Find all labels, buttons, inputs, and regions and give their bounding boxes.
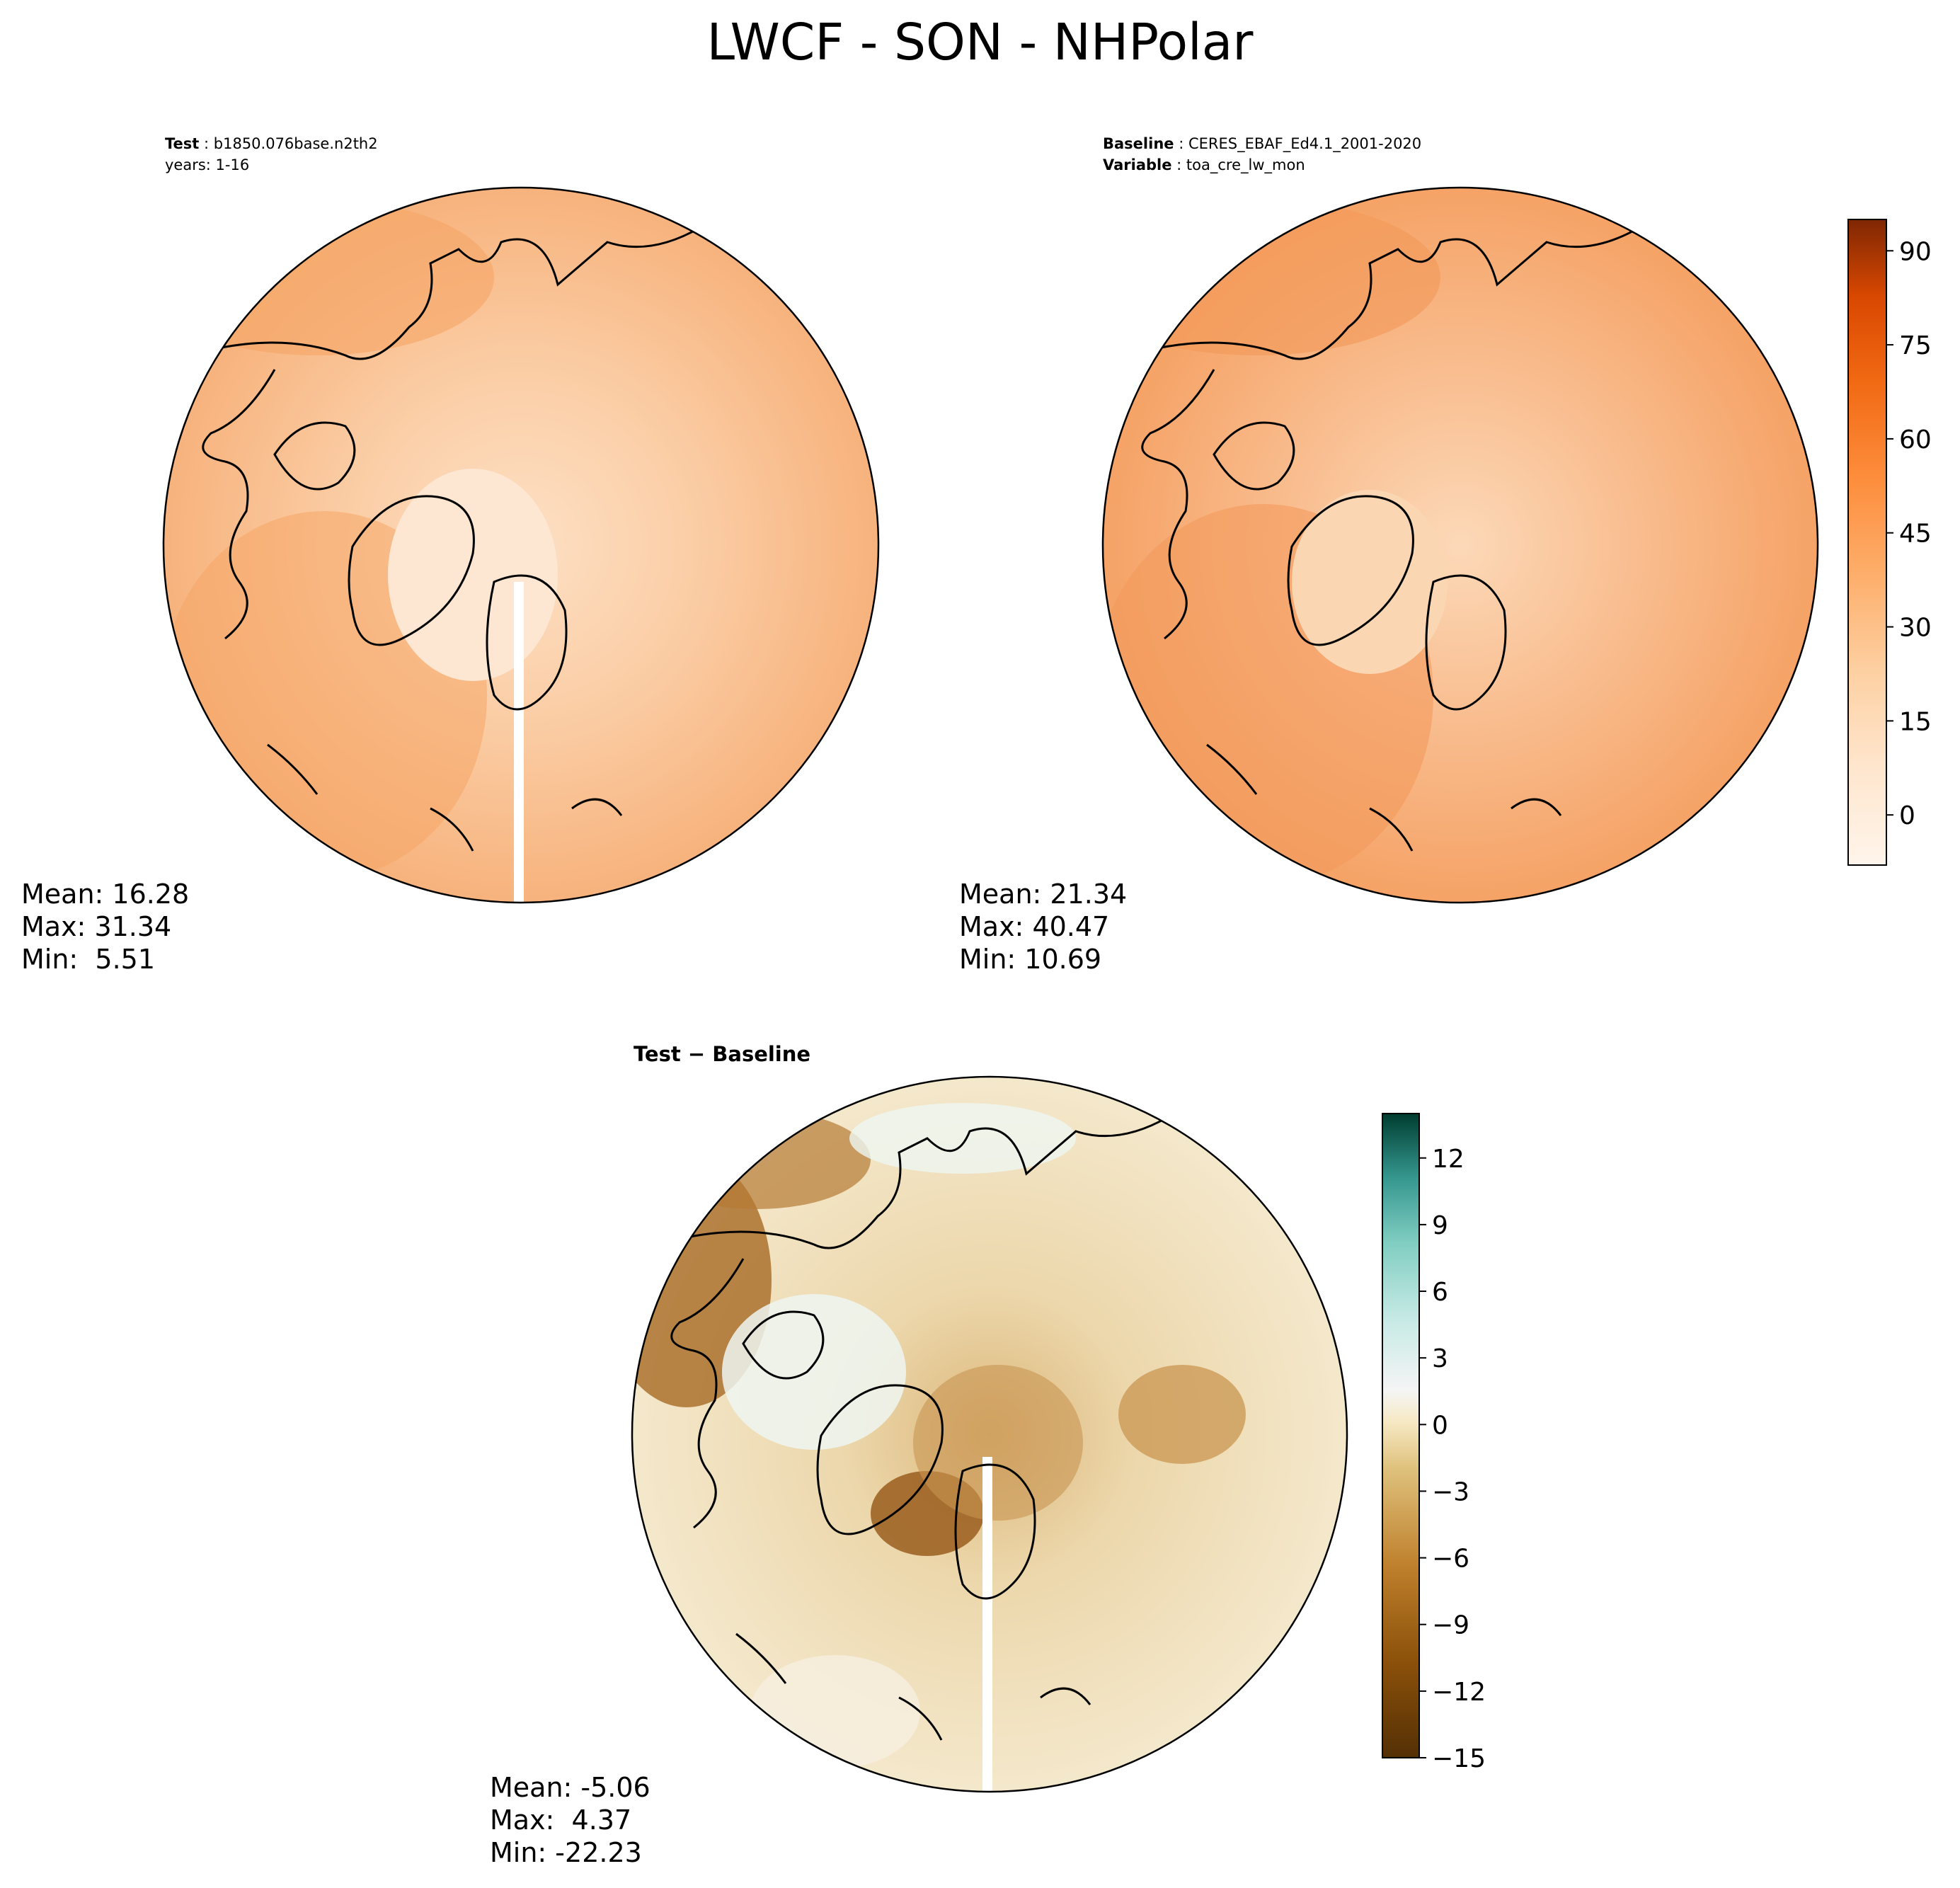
difference-title: Test − Baseline (634, 1042, 810, 1066)
test-map-boundary (162, 186, 880, 904)
coastline-eurasia-north (217, 212, 757, 360)
baseline-label: Baseline : CERES_EBAF_Ed4.1_2001-2020 Va… (1103, 135, 1422, 173)
main-colorbar-ramp (1847, 219, 1887, 866)
baseline-max: Max: 40.47 (959, 911, 1110, 942)
difference-colorbar-ramp (1382, 1113, 1420, 1758)
main-colorbar-tick-label: 0 (1899, 801, 1915, 830)
difference-colorbar-tick-label: −3 (1432, 1477, 1469, 1506)
main-colorbar-tick-label: 90 (1899, 237, 1932, 266)
difference-colorbar-tick-label: 12 (1432, 1145, 1465, 1174)
figure-title: LWCF - SON - NHPolar (706, 13, 1254, 71)
test-max: Max: 31.34 (21, 911, 172, 942)
main-colorbar-tick-label: 15 (1899, 707, 1932, 736)
difference-max: Max: 4.37 (490, 1804, 632, 1836)
coastline-arctic-islands (273, 421, 356, 491)
test-case-label: Test : b1850.076base.n2th2 years: 1-16 (165, 135, 378, 173)
baseline-map-boundary (1101, 186, 1819, 904)
difference-colorbar-tick-label: −9 (1432, 1611, 1469, 1640)
difference-min: Min: -22.23 (490, 1837, 642, 1868)
main-colorbar-tick-label: 45 (1899, 520, 1932, 549)
difference-colorbar-tick-label: 6 (1432, 1278, 1448, 1307)
main-colorbar: 90 75 60 45 30 15 0 (1847, 219, 1932, 866)
coastline-scandinavia (954, 1463, 1036, 1600)
coastline-eurasia-north (1157, 212, 1696, 360)
variable-key: Variable (1103, 156, 1172, 173)
main-colorbar-tick-label: 30 (1899, 614, 1932, 643)
difference-colorbar-tick-label: 3 (1432, 1344, 1448, 1373)
main-colorbar-tick-label: 75 (1899, 331, 1932, 360)
difference-title-b: Baseline (712, 1042, 811, 1066)
test-mean: Mean: 16.28 (21, 879, 190, 910)
coastline-scandinavia (1425, 574, 1507, 711)
variable-name: toa_cre_lw_mon (1186, 156, 1305, 173)
coastline-scandinavia (486, 574, 568, 711)
coastline-americas (670, 1258, 745, 1529)
baseline-dataset: CERES_EBAF_Ed4.1_2001-2020 (1188, 135, 1422, 152)
baseline-stats: Mean: 21.34 Max: 40.47 Min: 10.69 (959, 878, 1127, 976)
baseline-mean: Mean: 21.34 (959, 879, 1128, 910)
test-polar-map (162, 186, 880, 904)
main-colorbar-tick-label: 60 (1899, 425, 1932, 454)
difference-map-boundary (631, 1075, 1348, 1793)
difference-colorbar-tick-label: 0 (1432, 1411, 1448, 1440)
coastline-eurasia-north (686, 1102, 1225, 1249)
coastline-greenland (1287, 495, 1414, 646)
difference-colorbar-tick-label: 9 (1432, 1211, 1448, 1240)
coastline-americas (202, 369, 276, 640)
coastline-arctic-islands (1213, 421, 1295, 491)
coastline-south (1206, 743, 1562, 852)
difference-polar-map (631, 1075, 1348, 1793)
test-years: years: 1-16 (165, 156, 250, 173)
coastline-greenland (348, 495, 475, 646)
difference-colorbar: 12 9 6 3 0 −3 −6 −9 −12 −15 (1382, 1113, 1486, 1773)
baseline-key: Baseline (1103, 135, 1174, 152)
coastline-greenland (816, 1384, 944, 1535)
difference-title-a: Test (634, 1042, 681, 1066)
difference-colorbar-tick-label: −6 (1432, 1545, 1469, 1574)
test-case-key: Test (165, 135, 200, 152)
difference-stats: Mean: -5.06 Max: 4.37 Min: -22.23 (490, 1771, 651, 1869)
baseline-polar-map (1101, 186, 1819, 904)
difference-data-gap (982, 1457, 992, 1792)
coastline-americas (1141, 369, 1215, 640)
coastline-south (735, 1632, 1091, 1741)
difference-mean: Mean: -5.06 (490, 1772, 651, 1803)
test-data-gap (514, 582, 524, 903)
test-case-name: b1850.076base.n2th2 (213, 135, 378, 152)
test-min: Min: 5.51 (21, 944, 155, 975)
difference-colorbar-tick-label: −15 (1432, 1744, 1486, 1773)
coastline-arctic-islands (742, 1310, 825, 1380)
difference-colorbar-ticks: 12 9 6 3 0 −3 −6 −9 −12 −15 (1419, 1145, 1486, 1773)
difference-title-sep: − (687, 1042, 706, 1066)
baseline-min: Min: 10.69 (959, 944, 1102, 975)
difference-colorbar-tick-label: −12 (1432, 1678, 1486, 1707)
test-stats: Mean: 16.28 Max: 31.34 Min: 5.51 (21, 878, 189, 976)
main-colorbar-ticks: 90 75 60 45 30 15 0 (1886, 237, 1932, 830)
coastline-south (267, 743, 623, 852)
